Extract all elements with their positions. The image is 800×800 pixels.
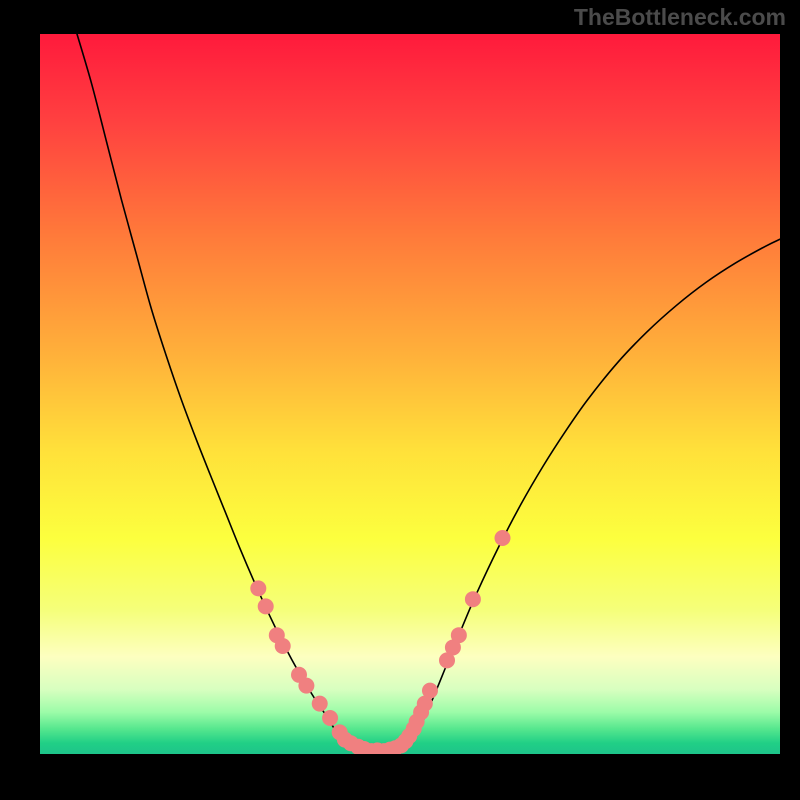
data-marker bbox=[422, 683, 438, 699]
chart-svg bbox=[0, 0, 800, 800]
data-marker bbox=[312, 696, 328, 712]
plot-background bbox=[40, 34, 780, 754]
data-marker bbox=[451, 627, 467, 643]
data-marker bbox=[465, 591, 481, 607]
data-marker bbox=[298, 678, 314, 694]
watermark-label: TheBottleneck.com bbox=[574, 4, 786, 31]
data-marker bbox=[258, 598, 274, 614]
data-marker bbox=[495, 530, 511, 546]
data-marker bbox=[275, 638, 291, 654]
data-marker bbox=[322, 710, 338, 726]
data-marker bbox=[250, 580, 266, 596]
chart-container: TheBottleneck.com bbox=[0, 0, 800, 800]
